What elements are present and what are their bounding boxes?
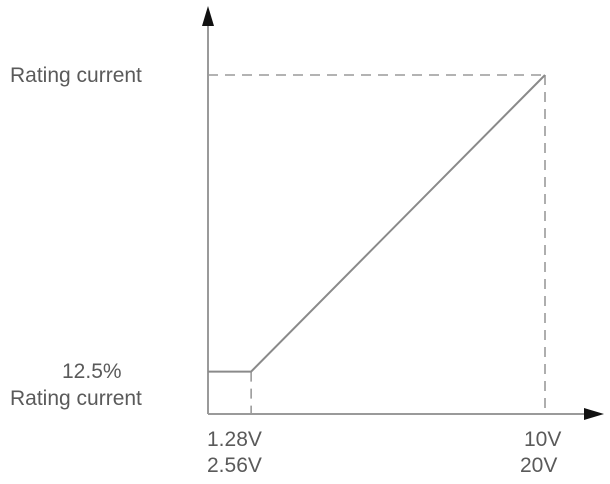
x-label-low-2: 2.56V (207, 454, 262, 477)
y-label-min-percent: 12.5% (62, 360, 122, 383)
x-axis-arrow (584, 408, 604, 420)
y-axis-arrow (202, 6, 214, 26)
x-label-high-1: 10V (524, 428, 561, 451)
current-curve (208, 74, 546, 373)
y-label-rating-current: Rating current (10, 64, 142, 87)
x-label-high-2: 20V (520, 454, 557, 477)
y-label-min-rating: Rating current (10, 387, 142, 410)
x-label-low-1: 1.28V (207, 428, 262, 451)
